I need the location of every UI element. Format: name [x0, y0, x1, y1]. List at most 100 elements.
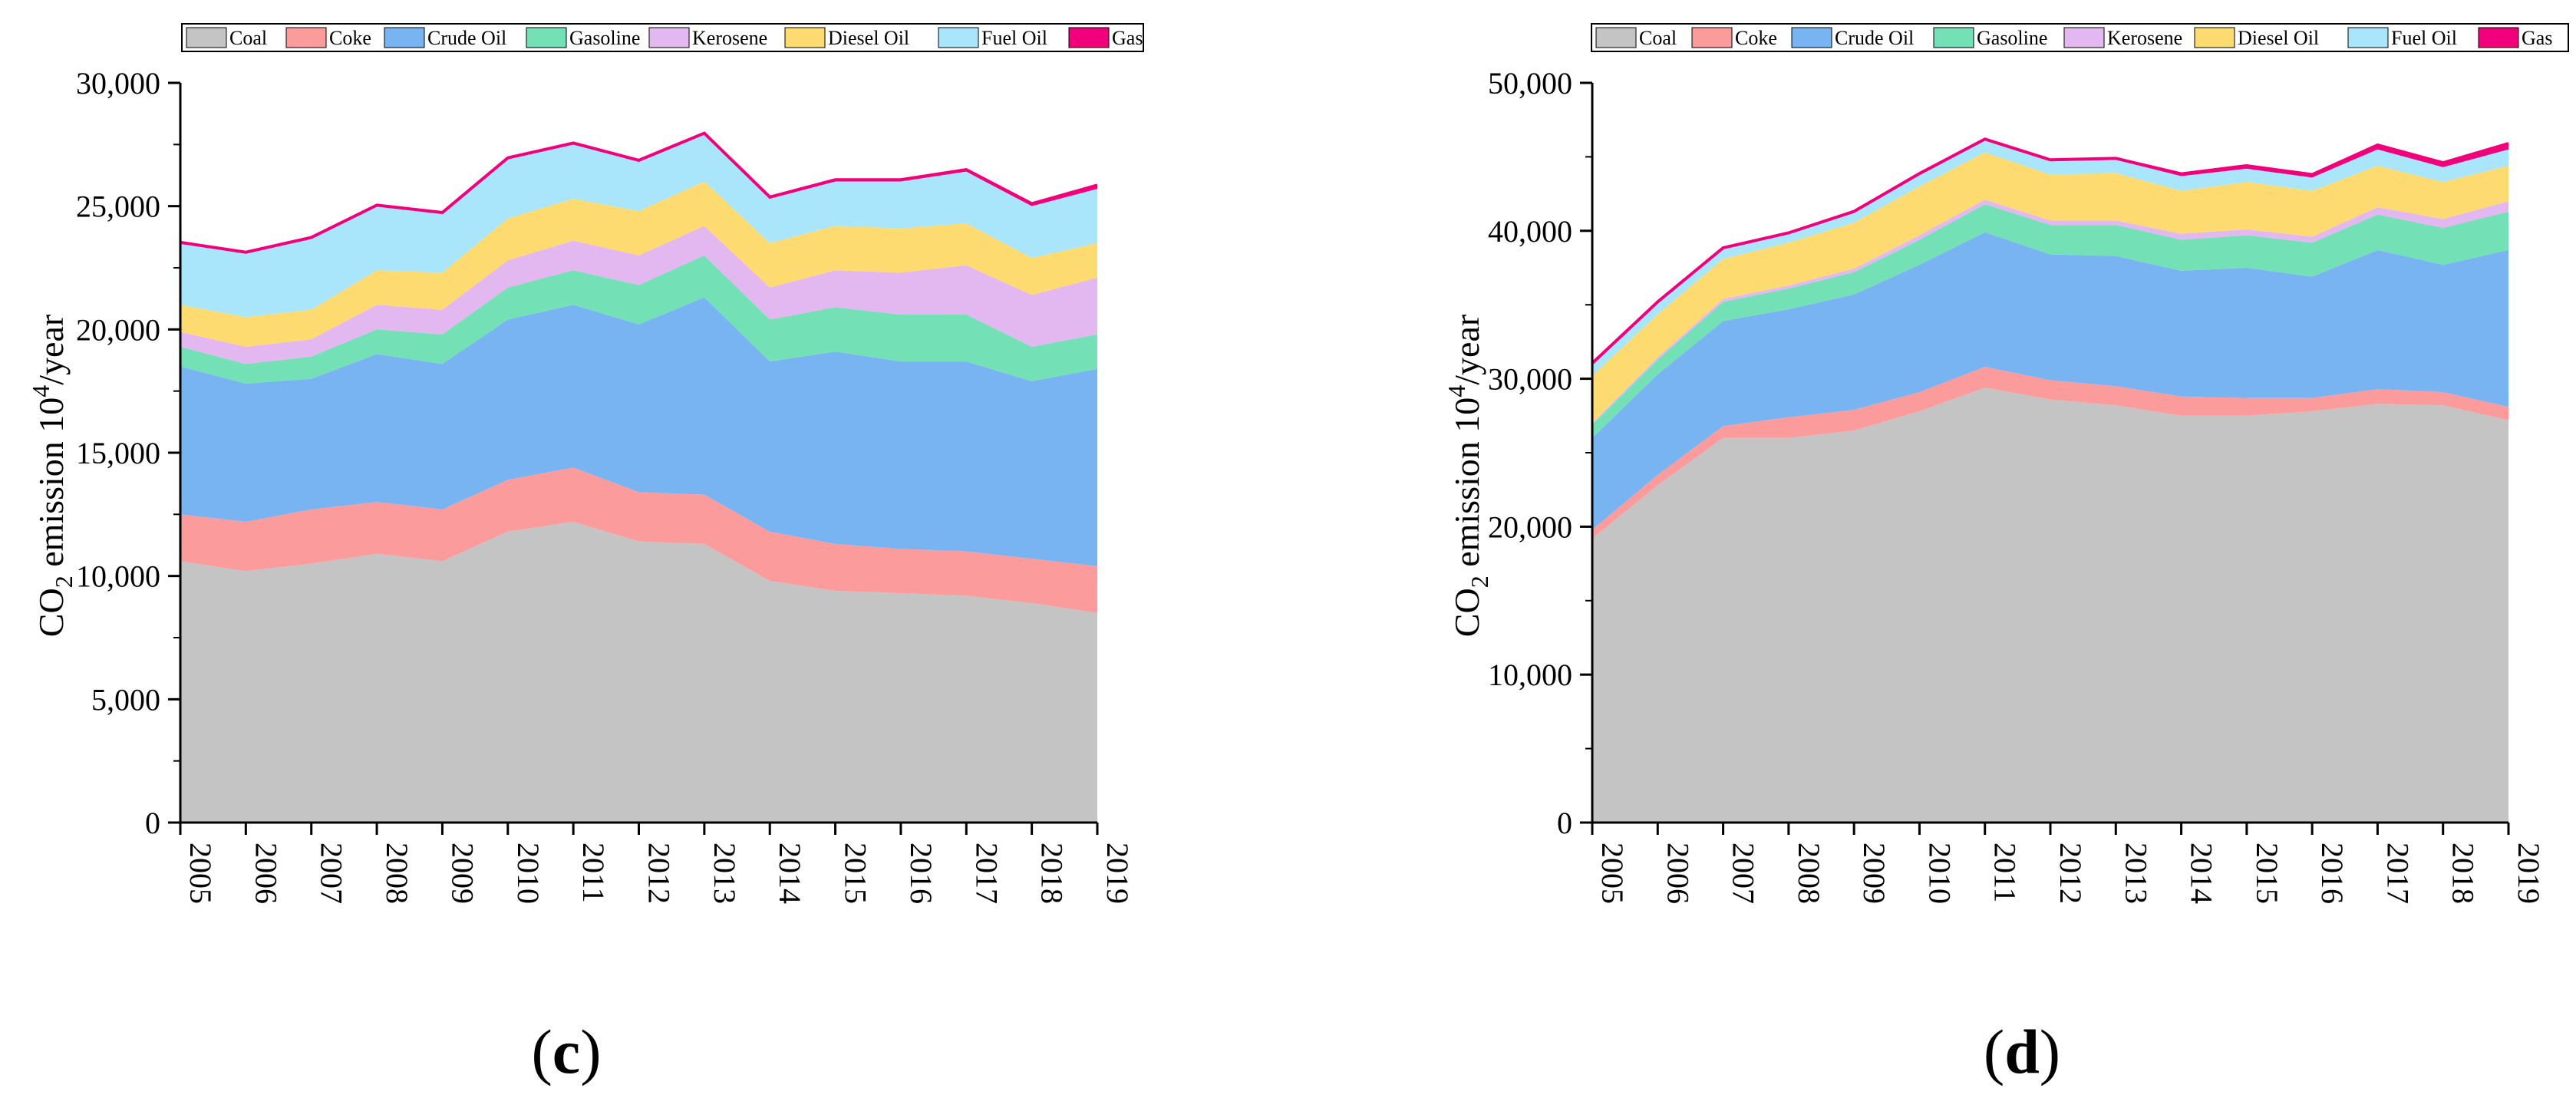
legend-label: Gasoline — [569, 27, 640, 49]
legend-label: Crude Oil — [1835, 27, 1914, 49]
legend-label: Crude Oil — [427, 27, 506, 49]
y-tick-label: 0 — [1557, 806, 1572, 840]
area-crude-oil — [180, 297, 1097, 566]
legend-label: Diesel Oil — [828, 27, 909, 49]
legend-swatch — [2478, 27, 2519, 48]
legend-label: Coal — [229, 27, 267, 49]
legend-label: Kerosene — [2107, 27, 2182, 49]
x-tick-label: 2010 — [1922, 843, 1957, 904]
y-tick-label: 10,000 — [76, 559, 160, 594]
legend-swatch — [1595, 27, 1637, 48]
legend-swatch — [2194, 27, 2235, 48]
x-tick-label: 2006 — [249, 843, 283, 904]
x-tick-label: 2011 — [1988, 843, 2023, 903]
y-tick-label: 30,000 — [1488, 362, 1572, 397]
area-kerosene — [1592, 200, 2508, 425]
x-tick-label: 2019 — [1100, 843, 1135, 904]
legend-swatch — [938, 27, 979, 48]
x-tick-label: 2005 — [183, 843, 218, 904]
legend: Coal Coke Crude Oil Gasoline Kerosene Diesel … — [1591, 23, 2569, 52]
y-tick-label: 0 — [145, 806, 160, 840]
x-tick-label: 2009 — [445, 843, 480, 904]
legend: Coal Coke Crude Oil Gasoline Kerosene Diesel … — [181, 23, 1144, 52]
x-tick-label: 2006 — [1661, 843, 1695, 904]
y-tick-label: 40,000 — [1488, 214, 1572, 249]
y-tick-label: 30,000 — [76, 66, 160, 101]
area-coke — [1592, 367, 2508, 539]
y-tick-label: 15,000 — [76, 436, 160, 470]
axes: 0 10,000 20,000 30,000 40,000 50,000 2005 2006 2… — [1488, 66, 2546, 904]
x-tick-label: 2011 — [576, 843, 611, 903]
x-tick-label: 2015 — [839, 843, 873, 904]
x-tick-label: 2015 — [2250, 843, 2284, 904]
x-tick-label: 2007 — [315, 843, 349, 904]
gas-top-line — [1591, 137, 2509, 364]
legend-swatch — [186, 27, 227, 48]
panel-caption-d: (d) — [1983, 1017, 2061, 1087]
x-tick-label: 2014 — [2185, 843, 2219, 904]
legend-swatch — [784, 27, 826, 48]
area-crude-oil — [1592, 232, 2508, 530]
y-axis-title: CO2 emission 104/year — [1443, 315, 1493, 637]
area-kerosene — [180, 226, 1097, 364]
x-tick-label: 2014 — [773, 843, 807, 904]
x-tick-label: 2019 — [2512, 843, 2546, 904]
area-coke — [180, 467, 1097, 613]
area-fuel-oil — [180, 134, 1097, 318]
legend-label: Fuel Oil — [2391, 27, 2457, 49]
y-tick-label: 10,000 — [1488, 658, 1572, 692]
legend-swatch — [1933, 27, 1974, 48]
x-tick-label: 2018 — [1035, 843, 1070, 904]
legend-swatch — [526, 27, 567, 48]
legend-label: Diesel Oil — [2238, 27, 2319, 49]
x-tick-label: 2018 — [2446, 843, 2481, 904]
legend-swatch — [648, 27, 690, 48]
legend-swatch — [384, 27, 425, 48]
x-tick-label: 2005 — [1595, 843, 1630, 904]
x-tick-label: 2017 — [2380, 843, 2415, 904]
x-tick-label: 2017 — [969, 843, 1004, 904]
legend-label: Gas — [2522, 27, 2552, 49]
x-tick-label: 2009 — [1857, 843, 1892, 904]
gas-top-line — [180, 131, 1098, 254]
legend-label: Kerosene — [692, 27, 767, 49]
legend-swatch — [1068, 27, 1110, 48]
legend-label: Coal — [1639, 27, 1677, 49]
y-tick-label: 20,000 — [76, 312, 160, 347]
area-coal — [180, 521, 1097, 823]
x-tick-label: 2016 — [904, 843, 938, 904]
legend-swatch — [2347, 27, 2389, 48]
y-tick-label: 25,000 — [76, 190, 160, 224]
area-diesel-oil — [180, 181, 1097, 347]
x-tick-label: 2012 — [2053, 843, 2088, 904]
legend-swatch — [1791, 27, 1832, 48]
x-tick-label: 2013 — [707, 843, 742, 904]
y-axis-title: CO2 emission 104/year — [27, 315, 78, 637]
y-tick-label: 20,000 — [1488, 509, 1572, 544]
legend-swatch — [2063, 27, 2105, 48]
legend-label: Fuel Oil — [981, 27, 1047, 49]
axes: 0 5,000 10,000 15,000 20,000 25,000 30,000 2005… — [76, 66, 1135, 904]
area-diesel-oil — [1592, 152, 2508, 424]
x-tick-label: 2008 — [380, 843, 414, 904]
legend-label: Gasoline — [1977, 27, 2047, 49]
x-tick-label: 2007 — [1727, 843, 1761, 904]
legend-swatch — [1691, 27, 1733, 48]
x-tick-label: 2013 — [2119, 843, 2153, 904]
chart-panel-c: 0 5,000 10,000 15,000 20,000 25,000 30,000 2005… — [0, 0, 1258, 1108]
x-tick-label: 2012 — [642, 843, 677, 904]
x-tick-label: 2008 — [1792, 843, 1826, 904]
x-tick-label: 2016 — [2315, 843, 2350, 904]
area-gasoline — [1592, 204, 2508, 438]
legend-swatch — [285, 27, 327, 48]
area-coal — [1592, 387, 2508, 823]
series-areas — [1591, 137, 2509, 823]
series-areas — [180, 131, 1098, 823]
chart-panel-d: 0 10,000 20,000 30,000 40,000 50,000 2005 2006 2… — [1318, 0, 2576, 1108]
legend-label: Coke — [329, 27, 371, 49]
area-fuel-oil — [1592, 140, 2508, 376]
legend-label: Gas — [1112, 27, 1143, 49]
y-tick-label: 5,000 — [91, 682, 160, 717]
y-tick-label: 50,000 — [1488, 66, 1572, 101]
area-chart-d: 0 10,000 20,000 30,000 40,000 50,000 2005 2006 2… — [1443, 23, 2569, 904]
